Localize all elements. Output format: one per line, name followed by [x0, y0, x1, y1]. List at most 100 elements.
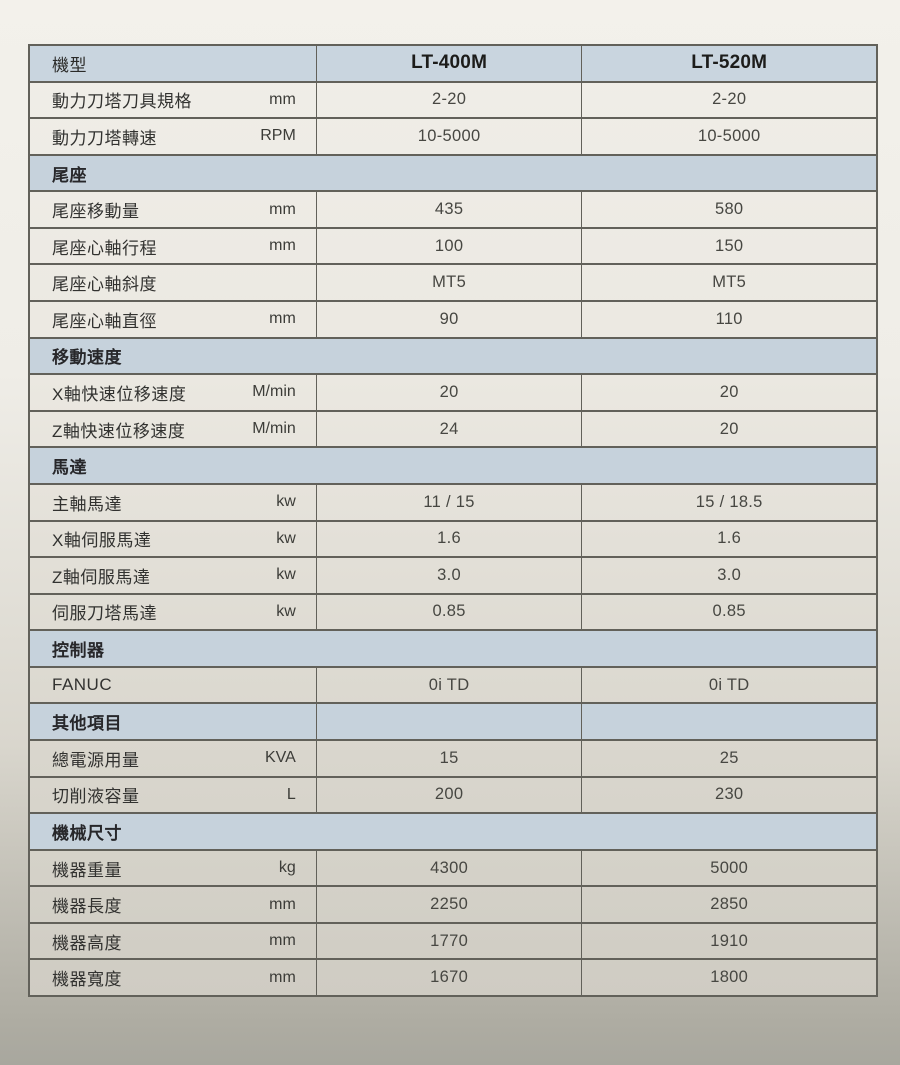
spec-label-cell: 動力刀塔刀具規格 mm: [30, 82, 317, 118]
spec-unit: mm: [269, 968, 296, 986]
spec-label: FANUC: [52, 675, 113, 695]
spec-value-lt400m: 90: [439, 309, 459, 328]
spec-unit: mm: [269, 90, 296, 108]
spec-label-cell: 尾座心軸斜度: [30, 265, 317, 301]
spec-unit: L: [286, 785, 296, 803]
spec-label-cell: X軸伺服馬達 kw: [30, 521, 317, 557]
spec-value-lt520m: 2850: [710, 895, 749, 914]
spec-label: 切削液容量: [52, 787, 140, 807]
spec-value-lt520m-cell: 2850: [582, 887, 876, 922]
section-row: 馬達: [30, 448, 876, 485]
spec-value-lt400m: 4300: [430, 858, 469, 877]
spec-row: X軸伺服馬達 kw 1.6 1.6: [30, 521, 876, 559]
spec-unit: mm: [269, 200, 296, 218]
spec-row: 主軸馬達 kw 11 / 15 15 / 18.5: [30, 484, 876, 522]
spec-value-lt400m-cell: 20: [317, 375, 583, 410]
spec-row: 切削液容量 L 200 230: [30, 777, 876, 815]
spec-label-cell: 尾座移動量 mm: [30, 192, 317, 227]
spec-label-cell: 尾座心軸直徑 mm: [30, 302, 317, 337]
spec-value-lt520m-cell: 110: [582, 302, 876, 337]
spec-value-lt400m-cell: 24: [317, 411, 583, 447]
spec-label-cell: 總電源用量 KVA: [30, 740, 317, 776]
spec-value-lt400m-cell: 0.85: [317, 594, 583, 630]
spec-label: 尾座心軸斜度: [52, 275, 157, 295]
spec-value-lt400m: 435: [434, 200, 464, 219]
spec-label: 機器重量: [52, 860, 122, 880]
spec-label-cell: 機器高度 mm: [30, 923, 317, 959]
spec-label: 伺服刀塔馬達: [52, 604, 157, 624]
spec-value-lt400m-cell: 1.6: [317, 521, 583, 557]
spec-value-lt520m-cell: 150: [582, 229, 876, 264]
spec-label: 機器長度: [52, 897, 122, 917]
spec-value-lt400m-cell: 2-20: [317, 82, 583, 118]
spec-value-lt400m-cell: 90: [317, 302, 583, 337]
spec-value-lt520m: 5000: [710, 858, 749, 877]
spec-value-lt520m-cell: 2-20: [582, 83, 876, 118]
spec-label-cell: 切削液容量 L: [30, 777, 317, 813]
spec-value-lt400m-cell: 15: [317, 740, 583, 776]
spec-value-lt400m: 24: [439, 419, 459, 438]
spec-value-lt520m-cell: 0.85: [582, 595, 876, 630]
spec-label-cell: 尾座心軸行程 mm: [30, 228, 317, 264]
spec-label-cell: 機器重量 kg: [30, 850, 317, 886]
section-title: 控制器: [52, 641, 105, 661]
spec-row: 機器重量 kg 4300 5000: [30, 850, 876, 888]
spec-value-lt520m-cell: 1910: [582, 924, 876, 959]
section-spacer: [317, 448, 583, 483]
spec-unit: M/min: [252, 383, 296, 401]
spec-label-cell: 伺服刀塔馬達 kw: [30, 594, 317, 630]
spec-row: 尾座心軸行程 mm 100 150: [30, 228, 876, 266]
spec-unit: kg: [278, 859, 296, 876]
spec-value-lt520m: MT5: [712, 273, 747, 292]
spec-label: 總電源用量: [52, 750, 140, 770]
section-title: 其他項目: [52, 714, 122, 734]
spec-label-cell: 動力刀塔轉速 RPM: [30, 119, 317, 154]
spec-value-lt400m-cell: MT5: [317, 265, 583, 301]
header-lt520m-cell: LT-520M: [582, 46, 876, 81]
spec-label: Z軸快速位移速度: [52, 421, 186, 441]
spec-label: 機器高度: [52, 933, 122, 953]
spec-value-lt520m: 20: [719, 382, 739, 401]
spec-value-lt400m-cell: 100: [317, 228, 583, 264]
spec-value-lt520m-cell: MT5: [582, 265, 876, 300]
spec-value-lt520m-cell: 3.0: [582, 558, 876, 593]
spec-value-lt400m: 20: [439, 382, 459, 401]
section-spacer: [317, 339, 583, 374]
section-spacer: [582, 448, 876, 483]
spec-value-lt400m: 1.6: [437, 529, 462, 548]
section-row: 機械尺寸: [30, 814, 876, 851]
spec-value-lt520m-cell: 5000: [582, 851, 876, 886]
spec-value-lt520m: 0.85: [712, 602, 746, 621]
spec-value-lt400m-cell: 3.0: [317, 558, 583, 593]
section-row: 控制器: [30, 631, 876, 668]
spec-label-cell: 機器寬度 mm: [30, 960, 317, 996]
spec-value-lt520m-cell: 1800: [582, 960, 876, 995]
spec-label: 主軸馬達: [52, 494, 122, 514]
spec-unit: mm: [269, 237, 296, 255]
section-spacer: [317, 156, 583, 191]
spec-label-cell: Z軸快速位移速度 M/min: [30, 411, 317, 447]
section-spacer: [317, 631, 583, 666]
spec-value-lt400m: 100: [434, 236, 464, 255]
spec-value-lt400m-cell: 10-5000: [317, 119, 583, 154]
spec-value-lt520m: 15 / 18.5: [695, 492, 763, 511]
spec-unit: KVA: [264, 749, 296, 767]
spec-row: 機器高度 mm 1770 1910: [30, 923, 876, 961]
spec-row: 機器寬度 mm 1670 1800: [30, 960, 876, 996]
empty-cell: [317, 704, 583, 739]
spec-label-cell: Z軸伺服馬達 kw: [30, 558, 317, 593]
spec-value-lt520m: 1910: [710, 931, 749, 950]
section-title-cell: 移動速度: [30, 339, 317, 374]
spec-value-lt520m-cell: 25: [582, 741, 876, 776]
spec-row: X軸快速位移速度 M/min 20 20: [30, 375, 876, 412]
section-title-cell: 機械尺寸: [30, 814, 317, 849]
spec-row: 尾座移動量 mm 435 580: [30, 192, 876, 229]
spec-value-lt400m-cell: 435: [317, 192, 583, 227]
section-spacer: [317, 814, 583, 849]
spec-value-lt520m: 0i TD: [708, 675, 750, 694]
spec-row: FANUC 0i TD 0i TD: [30, 667, 876, 705]
section-spacer: [582, 339, 876, 374]
section-title-cell: 控制器: [30, 631, 317, 666]
spec-value-lt400m: 11 / 15: [423, 492, 475, 511]
spec-unit: kw: [276, 566, 296, 584]
